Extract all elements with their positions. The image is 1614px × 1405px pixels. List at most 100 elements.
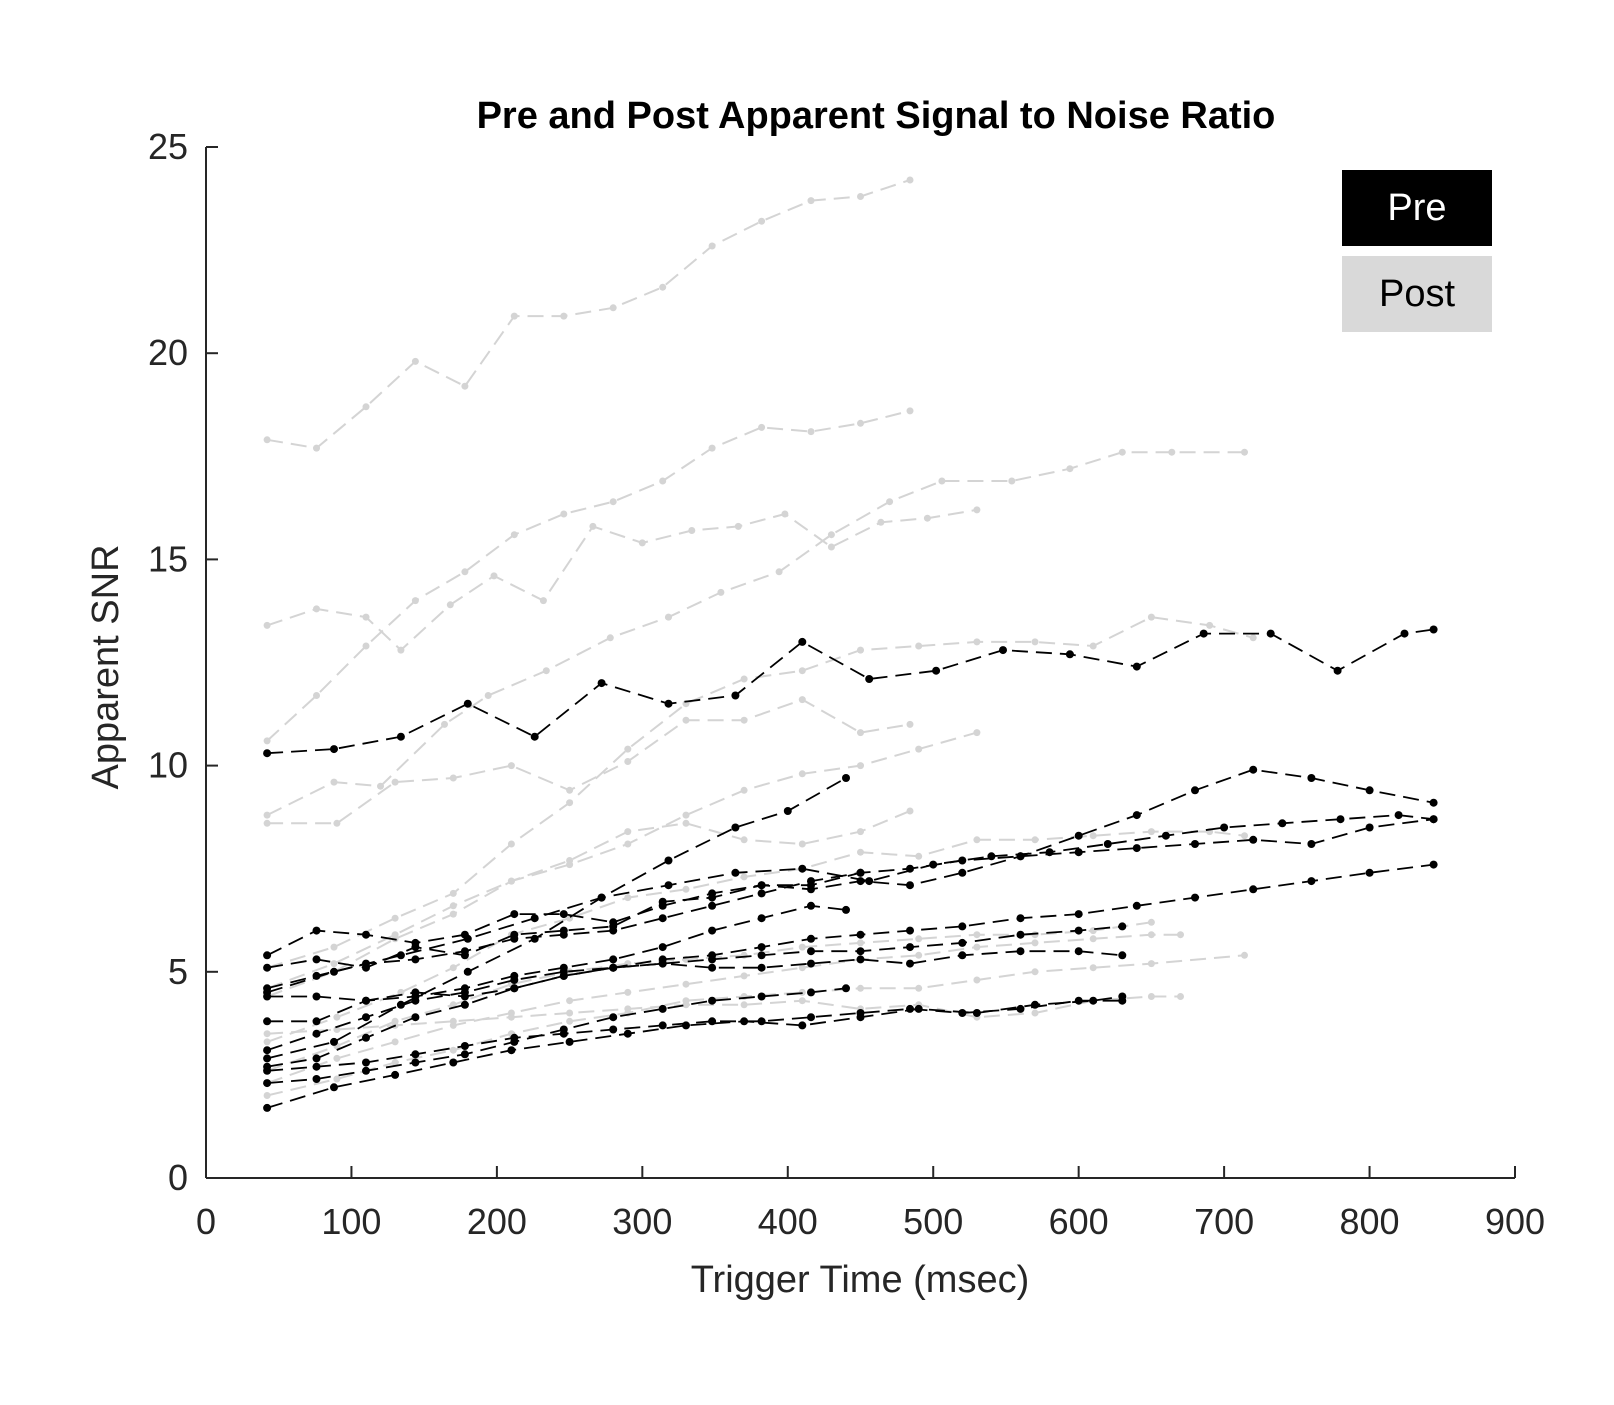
pre-data-point xyxy=(411,996,420,1005)
post-data-point xyxy=(857,828,864,836)
pre-data-point xyxy=(597,893,606,902)
post-data-point xyxy=(682,811,690,819)
pre-data-point xyxy=(362,930,370,939)
post-data-point xyxy=(333,819,341,827)
pre-data-point xyxy=(330,1083,338,1092)
pre-data-point xyxy=(411,1013,420,1022)
pre-data-point xyxy=(1103,840,1112,848)
post-data-point xyxy=(624,745,632,753)
post-data-point xyxy=(362,403,370,411)
pre-data-point xyxy=(510,1033,519,1042)
pre-data-point xyxy=(658,1021,667,1030)
post-data-point xyxy=(682,716,690,724)
pre-data-point xyxy=(1074,926,1083,935)
post-data-point xyxy=(915,951,923,959)
pre-data-point xyxy=(449,1058,458,1067)
post-data-point xyxy=(708,242,716,250)
pre-series-line-24 xyxy=(266,995,1123,1109)
pre-data-point xyxy=(807,877,815,886)
pre-series-line-13 xyxy=(267,628,1434,755)
post-data-point xyxy=(566,786,574,794)
post-data-point xyxy=(449,910,457,918)
post-data-point xyxy=(923,514,931,522)
post-data-point xyxy=(758,217,766,225)
pre-data-point xyxy=(330,967,338,976)
pre-data-point xyxy=(263,1103,272,1112)
pre-data-point xyxy=(510,934,519,943)
pre-data-point xyxy=(664,699,673,708)
pre-data-point xyxy=(460,1000,469,1009)
pre-data-point xyxy=(411,943,420,952)
pre-data-point xyxy=(1161,831,1170,840)
pre-data-point xyxy=(1365,786,1374,795)
x-tick-label: 400 xyxy=(758,1201,818,1242)
post-data-point xyxy=(1249,634,1257,642)
chart-title: Pre and Post Apparent Signal to Noise Ra… xyxy=(477,95,1276,137)
post-data-point xyxy=(263,621,271,629)
post-data-point xyxy=(973,976,981,984)
post-data-point xyxy=(362,642,370,650)
pre-data-point xyxy=(1249,765,1258,774)
pre-data-point xyxy=(460,930,469,939)
pre-data-point xyxy=(609,963,618,972)
post-data-point xyxy=(449,902,457,910)
post-data-point xyxy=(624,840,632,848)
post-data-point xyxy=(566,1009,574,1017)
pre-data-point xyxy=(1118,922,1127,931)
pre-data-point xyxy=(1074,947,1083,956)
post-data-point xyxy=(857,984,864,992)
post-data-point xyxy=(510,531,518,539)
post-data-point xyxy=(560,510,568,518)
post-data-point xyxy=(441,720,448,728)
post-data-point xyxy=(1089,964,1097,972)
pre-data-point xyxy=(1429,815,1438,824)
post-data-point xyxy=(391,914,399,922)
post-data-point xyxy=(391,778,399,786)
post-data-point xyxy=(740,836,748,844)
pre-data-point xyxy=(411,988,420,997)
post-data-point xyxy=(857,419,864,427)
pre-data-point xyxy=(807,1013,815,1022)
post-series-line-8 xyxy=(266,830,1245,1043)
pre-data-point xyxy=(1016,914,1025,923)
pre-data-point xyxy=(312,1075,321,1083)
post-data-point xyxy=(313,605,320,613)
pre-data-point xyxy=(842,774,850,782)
pre-data-point xyxy=(460,947,469,956)
pre-data-point xyxy=(1016,852,1025,861)
pre-series-line-22 xyxy=(267,950,1123,1002)
post-data-point xyxy=(798,696,806,704)
pre-data-point xyxy=(362,996,370,1005)
post-data-point xyxy=(333,1054,341,1062)
pre-data-point xyxy=(1249,885,1258,894)
pre-data-point xyxy=(559,910,568,919)
pre-series-group xyxy=(263,625,1438,1112)
post-data-point xyxy=(1147,918,1155,926)
pre-data-point xyxy=(1394,811,1403,820)
post-data-point xyxy=(507,877,515,885)
post-data-point xyxy=(263,1038,271,1046)
post-data-point xyxy=(857,646,864,654)
y-tick-label: 25 xyxy=(148,126,188,167)
pre-data-point xyxy=(757,881,766,890)
pre-data-point xyxy=(842,984,850,993)
post-data-point xyxy=(263,811,271,819)
post-data-point xyxy=(490,572,498,580)
pre-data-point xyxy=(798,637,807,646)
post-data-point xyxy=(1089,832,1097,840)
post-data-point xyxy=(539,597,547,605)
post-data-point xyxy=(827,531,835,539)
pre-data-point xyxy=(312,992,321,1001)
y-tick-label: 10 xyxy=(148,745,188,786)
pre-data-point xyxy=(1365,823,1374,832)
pre-data-point xyxy=(312,1054,321,1063)
post-data-point xyxy=(740,716,748,724)
post-data-point xyxy=(708,444,716,452)
pre-data-point xyxy=(658,959,667,968)
post-data-point xyxy=(717,588,725,596)
pre-series-line-15 xyxy=(266,814,1434,994)
pre-data-point xyxy=(1429,860,1438,869)
post-data-point xyxy=(798,770,806,778)
pre-data-point xyxy=(460,992,469,1001)
